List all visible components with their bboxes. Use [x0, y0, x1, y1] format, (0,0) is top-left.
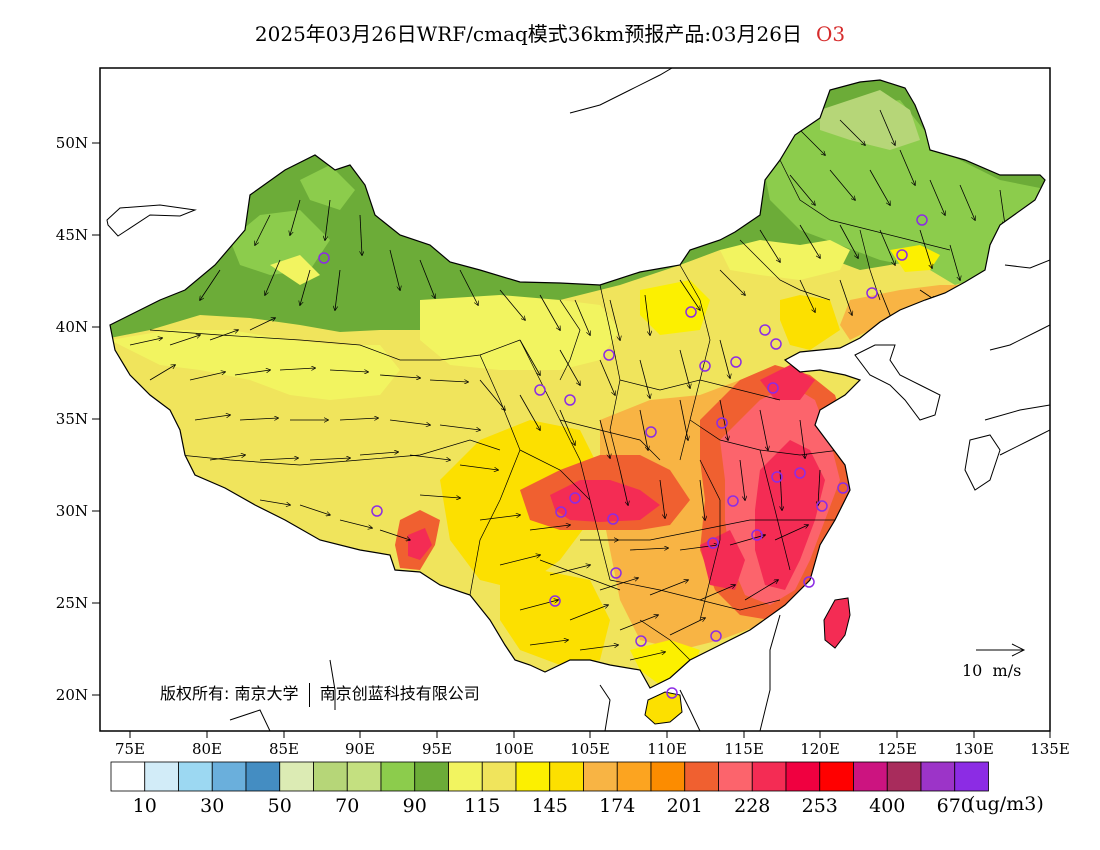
- lat-tick-label: 30N: [56, 502, 88, 520]
- colorbar-swatch: [684, 761, 719, 792]
- lat-tick-label: 45N: [56, 226, 88, 244]
- colorbar-swatch: [583, 761, 618, 792]
- colorbar-swatch: [819, 761, 854, 792]
- colorbar-swatch: [380, 761, 416, 792]
- colorbar-label: 70: [335, 795, 359, 817]
- colorbar-swatch: [920, 761, 956, 792]
- colorbar-swatch: [448, 761, 483, 792]
- colorbar-swatch: [954, 761, 989, 792]
- neighbor-coastlines: [106, 68, 1050, 731]
- map-title: 2025年03月26日WRF/cmaq模式36km预报产品:03月26日 O3: [0, 18, 1100, 47]
- colorbar-labels: 10 30 50 70 90 115 145 174 201 228 253 400 670: [133, 795, 973, 817]
- lon-tick-label: 75E: [115, 740, 145, 758]
- lat-tick-label: 50N: [56, 134, 88, 152]
- lon-tick-label: 105E: [570, 740, 610, 758]
- lon-tick-label: 95E: [422, 740, 452, 758]
- copyright-notice: 版权所有: 南京大学 南京创蓝科技有限公司: [160, 680, 480, 707]
- station-markers: [318, 214, 928, 699]
- lon-tick-label: 130E: [954, 740, 994, 758]
- colorbar-label: 228: [734, 795, 770, 817]
- china-outline: [109, 79, 1046, 689]
- colorbar-swatch: [110, 761, 146, 792]
- colorbar-label: 30: [200, 795, 224, 817]
- colorbar-swatch: [211, 761, 247, 792]
- colorbar-swatch: [481, 761, 517, 792]
- lat-axis: 50N 45N 40N 35N 30N 25N 20N: [56, 134, 100, 704]
- title-main: 2025年03月26日WRF/cmaq模式36km预报产品:03月26日: [254, 22, 802, 46]
- colorbar-swatch: [650, 761, 686, 792]
- colorbar-swatch: [245, 761, 281, 792]
- wind-scale-label: 10 m/s: [962, 661, 1022, 680]
- lon-tick-label: 115E: [724, 740, 764, 758]
- colorbar-label: 115: [464, 795, 500, 817]
- lon-tick-label: 100E: [494, 740, 534, 758]
- colorbar-swatch: [616, 761, 652, 792]
- colorbar-label: 50: [268, 795, 292, 817]
- colorbar-swatch: [515, 761, 551, 792]
- province-borders: [149, 159, 951, 661]
- colorbar-swatch: [178, 761, 213, 792]
- colorbar-label: 90: [403, 795, 427, 817]
- colorbar-label: 670: [937, 795, 973, 817]
- colorbar-swatch: [313, 761, 348, 792]
- lat-tick-label: 35N: [56, 410, 88, 428]
- colorbar-swatch: [414, 761, 449, 792]
- lat-tick-label: 25N: [56, 594, 88, 612]
- lon-tick-label: 125E: [877, 740, 917, 758]
- colorbar-unit: (ug/m3): [968, 793, 1044, 815]
- colorbar-swatch: [886, 761, 922, 792]
- colorbar-swatch: [718, 761, 753, 792]
- colorbar-swatch: [549, 761, 584, 792]
- copyright-org-nju: 南京大学: [234, 684, 299, 703]
- colorbar-swatch: [279, 761, 314, 792]
- colorbar-label: 10: [133, 795, 157, 817]
- colorbar-label: 174: [599, 795, 635, 817]
- colorbar-swatch: [785, 761, 821, 792]
- colorbar-swatch: [144, 761, 179, 792]
- lat-tick-label: 20N: [56, 686, 88, 704]
- colorbar-label: 253: [802, 795, 838, 817]
- colorbar: [110, 761, 989, 792]
- lon-tick-label: 90E: [345, 740, 375, 758]
- taiwan-island: [823, 597, 851, 649]
- lon-axis: 75E 80E 85E 90E 95E 100E 105E 110E 115E …: [115, 731, 1070, 758]
- colorbar-label: 145: [532, 795, 568, 817]
- colorbar-swatch: [751, 761, 787, 792]
- lon-tick-label: 85E: [269, 740, 299, 758]
- lat-tick-label: 40N: [56, 318, 88, 336]
- colorbar-swatch: [853, 761, 888, 792]
- copyright-org-chuanglan: 南京创蓝科技有限公司: [319, 684, 480, 703]
- colorbar-label: 400: [869, 795, 905, 817]
- lon-tick-label: 120E: [800, 740, 840, 758]
- colorbar-swatch: [346, 761, 382, 792]
- colorbar-label: 201: [667, 795, 703, 817]
- wind-vectors: [129, 109, 1005, 661]
- title-species: O3: [815, 22, 846, 46]
- lon-tick-label: 110E: [647, 740, 687, 758]
- copyright-prefix: 版权所有:: [160, 684, 230, 703]
- lon-tick-label: 135E: [1030, 740, 1070, 758]
- lon-tick-label: 80E: [192, 740, 222, 758]
- copyright-divider: [308, 682, 310, 707]
- wind-scale-arrow: [976, 643, 1026, 657]
